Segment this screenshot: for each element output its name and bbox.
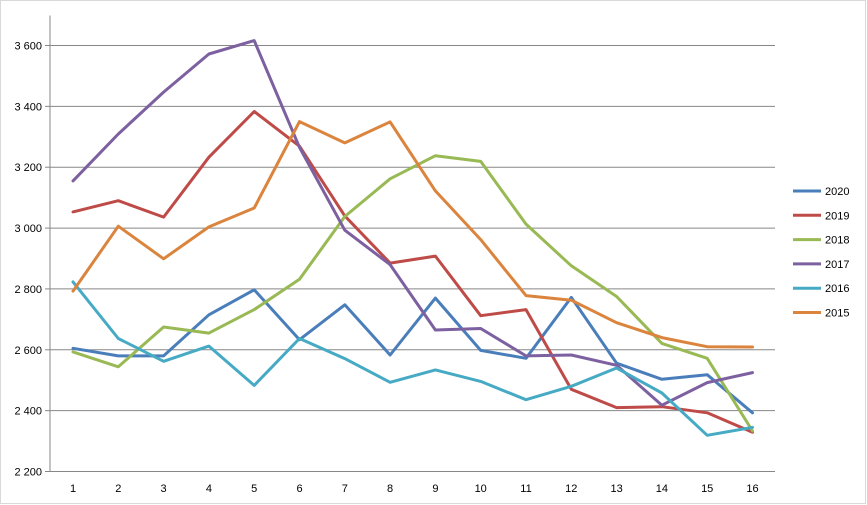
x-tick-label: 3: [161, 483, 167, 495]
x-tick-label: 13: [610, 483, 622, 495]
x-tick-label: 16: [746, 483, 758, 495]
series-line-2020: [71, 288, 754, 415]
y-tick-label: 3 600: [14, 41, 42, 53]
y-tick-label: 2 600: [14, 345, 42, 357]
x-tick-label: 7: [342, 483, 348, 495]
x-tick-label: 4: [206, 483, 212, 495]
series-lines: [71, 39, 754, 437]
x-tick-label: 15: [701, 483, 713, 495]
legend-label-2018: 2018: [825, 235, 849, 247]
x-tick-label: 5: [251, 483, 257, 495]
y-tick-label: 2 800: [14, 284, 42, 296]
y-tick-label: 3 400: [14, 101, 42, 113]
legend-label-2015: 2015: [825, 308, 849, 320]
y-tick-label: 3 200: [14, 162, 42, 174]
x-tick-label: 9: [432, 483, 438, 495]
x-tick-label: 14: [656, 483, 668, 495]
series-line-2016: [71, 280, 754, 437]
series-line-2017: [71, 39, 754, 407]
y-tick-label: 3 000: [14, 223, 42, 235]
y-tick-label: 2 200: [14, 467, 42, 479]
x-tick-label: 2: [115, 483, 121, 495]
series-line-2019: [71, 110, 754, 434]
y-tick-label: 2 400: [14, 406, 42, 418]
legend: 2020 2019 2018 2017 2016 2015: [793, 186, 849, 320]
series-line-2018: [71, 154, 754, 433]
gridlines: [50, 45, 775, 472]
x-tick-label: 1: [70, 483, 76, 495]
x-tick-label: 12: [565, 483, 577, 495]
legend-label-2020: 2020: [825, 186, 849, 198]
x-axis: 1 2 3 4 5 6 7 8 9 10 11 12 13 14 15 16: [70, 483, 759, 495]
x-tick-label: 10: [475, 483, 487, 495]
legend-label-2019: 2019: [825, 210, 849, 222]
x-tick-label: 11: [520, 483, 531, 495]
y-axis: 2 200 2 400 2 600 2 800 3 000 3 200 3 400 3 600: [14, 15, 51, 479]
x-tick-label: 8: [387, 483, 393, 495]
x-tick-label: 6: [296, 483, 302, 495]
legend-label-2016: 2016: [825, 283, 849, 295]
legend-label-2017: 2017: [825, 259, 849, 271]
series-line-2015: [71, 120, 754, 349]
